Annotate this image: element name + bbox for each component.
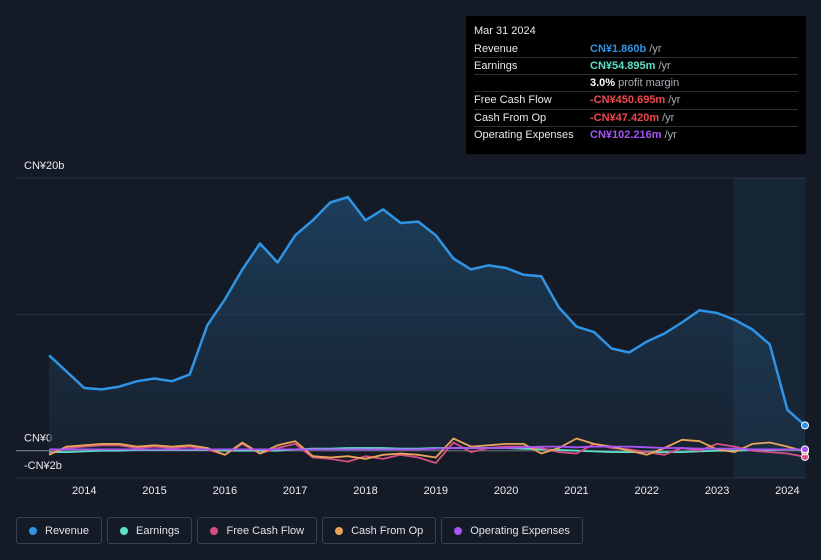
legend-label: Revenue [45, 524, 90, 537]
x-tick-label: 2021 [564, 485, 588, 497]
tooltip-label: Cash From Op [474, 112, 546, 124]
y-tick-label: CN¥0 [24, 433, 52, 445]
x-tick-label: 2014 [72, 485, 96, 497]
tooltip-value: CN¥102.216m/yr [590, 129, 677, 141]
legend-item[interactable]: Free Cash Flow [197, 517, 318, 544]
legend-swatch [454, 526, 463, 535]
tooltip-unit: /yr [658, 60, 671, 72]
legend: Revenue Earnings Free Cash Flow Cash From O… [16, 517, 583, 544]
tooltip-unit: /yr [649, 43, 662, 55]
tooltip-value-text: CN¥102.216m [590, 129, 662, 141]
revenue-area [49, 197, 806, 451]
series-line [48, 441, 806, 464]
tooltip-label: Earnings [474, 60, 518, 72]
y-tick-label: -CN¥2b [24, 460, 62, 472]
x-tick-label: 2019 [424, 485, 448, 497]
tooltip-value: -CN¥47.420m/yr [590, 112, 675, 124]
legend-swatch [335, 526, 344, 535]
tooltip-value-text: CN¥54.895m [590, 60, 656, 72]
legend-label: Free Cash Flow [226, 524, 305, 537]
legend-item[interactable]: Revenue [16, 517, 103, 544]
legend-swatch [210, 526, 219, 535]
tooltip-value-text: -CN¥450.695m [590, 94, 665, 106]
legend-label: Cash From Op [351, 524, 424, 537]
x-tick-label: 2018 [353, 485, 377, 497]
legend-label: Operating Expenses [470, 524, 570, 537]
x-tick-label: 2016 [213, 485, 237, 497]
legend-item[interactable]: Operating Expenses [441, 517, 583, 544]
legend-item[interactable]: Earnings [107, 517, 193, 544]
tooltip-unit: /yr [662, 112, 675, 124]
x-tick-label: 2022 [635, 485, 659, 497]
tooltip-value: CN¥54.895m/yr [590, 60, 671, 72]
tooltip-value-text: CN¥1.860b [590, 43, 647, 55]
tooltip-value-text: -CN¥47.420m [590, 112, 659, 124]
x-tick-label: 2017 [283, 485, 307, 497]
series-line [48, 437, 806, 460]
tooltip-value: -CN¥450.695m/yr [590, 94, 681, 106]
tooltip-label: Operating Expenses [474, 129, 574, 141]
tooltip-value: CN¥1.860b/yr [590, 43, 662, 55]
x-tick-label: 2015 [142, 485, 166, 497]
tooltip-value-text: 3.0% [590, 77, 615, 89]
tooltip-label: Revenue [474, 43, 518, 55]
tooltip-unit: /yr [665, 129, 678, 141]
y-tick-label: CN¥20b [24, 160, 64, 172]
tooltip-unit: /yr [668, 94, 681, 106]
legend-swatch [120, 526, 129, 535]
series-line [48, 195, 806, 427]
tooltip-box [466, 16, 806, 154]
x-tick-label: 2024 [775, 485, 799, 497]
end-point [801, 421, 809, 430]
past-year-highlight [733, 178, 805, 478]
legend-swatch [29, 526, 37, 535]
tooltip-date: Mar 31 2024 [474, 25, 536, 37]
tooltip-value: 3.0% profit margin [590, 77, 679, 89]
end-point [801, 445, 809, 454]
x-tick-label: 2020 [494, 485, 518, 497]
x-tick-label: 2023 [705, 485, 729, 497]
tooltip-label: Free Cash Flow [474, 94, 552, 106]
legend-label: Earnings [136, 524, 180, 537]
legend-item[interactable]: Cash From Op [322, 517, 437, 544]
chart: CN¥20b CN¥0 -CN¥2b 2014 2015 2016 2017 2018 201… [16, 16, 809, 497]
series-line [49, 445, 806, 451]
tooltip: Mar 31 2024 Revenue CN¥1.860b/yr Earnings CN… [466, 16, 806, 154]
tooltip-unit: profit margin [618, 77, 679, 89]
